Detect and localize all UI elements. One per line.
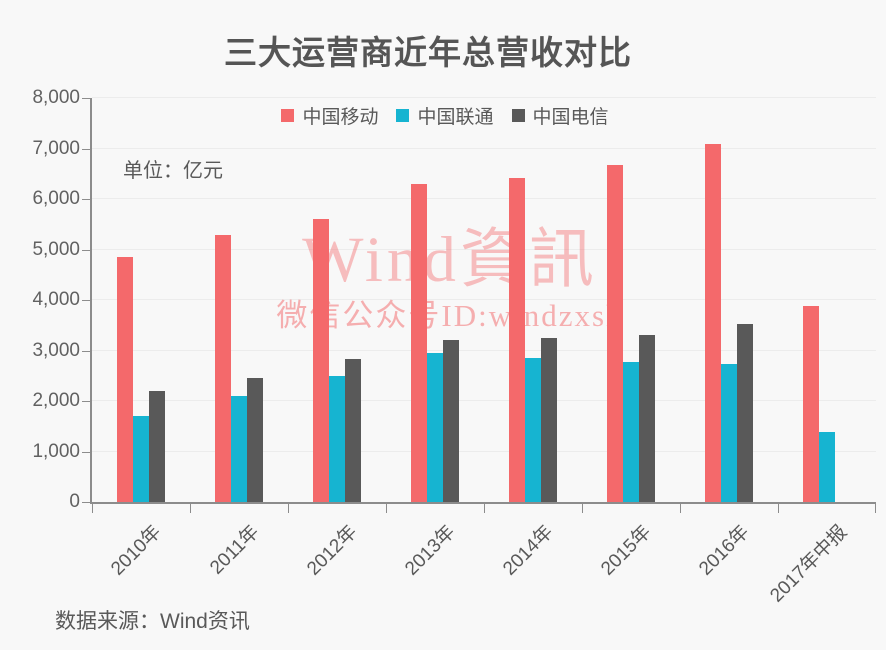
legend-label: 中国联通 bbox=[417, 107, 494, 128]
chart-title: 三大运营商近年总营收对比 bbox=[224, 34, 632, 71]
bar bbox=[721, 363, 737, 502]
y-axis-label: 7,000 bbox=[32, 137, 80, 159]
y-axis-tick bbox=[82, 249, 90, 251]
bar bbox=[411, 183, 427, 502]
bar bbox=[427, 353, 443, 502]
y-axis-label: 5,000 bbox=[32, 238, 80, 260]
y-axis-tick bbox=[82, 401, 90, 402]
x-axis-tick bbox=[288, 504, 289, 513]
x-axis-tick bbox=[875, 504, 876, 513]
gridline bbox=[92, 400, 876, 401]
bar bbox=[705, 144, 721, 502]
x-axis-tick bbox=[190, 504, 191, 513]
bar bbox=[541, 338, 557, 502]
legend-item: 中国移动 bbox=[281, 102, 378, 129]
y-axis-label: 6,000 bbox=[32, 188, 80, 209]
x-axis-tick bbox=[582, 504, 583, 513]
y-axis-tick bbox=[82, 300, 90, 301]
y-axis-tick bbox=[82, 502, 90, 503]
y-axis-tick bbox=[82, 148, 90, 150]
bar bbox=[215, 235, 231, 502]
x-axis-tick bbox=[680, 504, 681, 513]
bar bbox=[525, 358, 541, 502]
gridline bbox=[92, 299, 876, 300]
y-axis-tick bbox=[82, 350, 90, 352]
y-axis-label: 3,000 bbox=[32, 339, 80, 361]
legend-swatch-icon bbox=[281, 109, 295, 122]
x-axis-tick bbox=[484, 504, 485, 513]
bar bbox=[737, 324, 753, 502]
source-label: 数据来源：Wind资讯 bbox=[55, 610, 250, 633]
gridline bbox=[92, 248, 876, 250]
y-axis-label: 4,000 bbox=[32, 289, 80, 310]
gridline bbox=[92, 147, 876, 149]
x-axis-tick bbox=[386, 504, 387, 513]
x-axis-tick bbox=[778, 504, 779, 513]
legend: 中国移动 中国联通 中国电信 bbox=[0, 102, 886, 129]
legend-label: 中国移动 bbox=[302, 107, 379, 128]
plot-area bbox=[82, 97, 876, 513]
gridline bbox=[92, 450, 876, 452]
bar bbox=[623, 362, 639, 502]
bar bbox=[607, 164, 623, 502]
bar bbox=[509, 178, 525, 502]
bar bbox=[313, 219, 329, 502]
bar bbox=[345, 359, 361, 502]
y-axis-tick bbox=[82, 451, 90, 453]
gridline bbox=[92, 198, 876, 199]
bar bbox=[819, 432, 835, 502]
y-axis-tick bbox=[82, 98, 90, 99]
bar bbox=[231, 396, 247, 502]
y-axis-label: 8,000 bbox=[32, 87, 80, 108]
bar bbox=[443, 339, 459, 502]
bar bbox=[247, 378, 263, 502]
y-axis-label: 0 bbox=[69, 491, 80, 512]
legend-swatch-icon bbox=[511, 109, 525, 122]
unit-label: 单位：亿元 bbox=[123, 160, 223, 182]
y-axis-label: 1,000 bbox=[32, 440, 80, 462]
bar bbox=[133, 415, 149, 502]
bar bbox=[149, 391, 165, 502]
legend-item: 中国电信 bbox=[511, 102, 609, 129]
bar bbox=[639, 334, 655, 502]
gridline bbox=[92, 97, 876, 98]
legend-label: 中国电信 bbox=[532, 107, 609, 128]
legend-swatch-icon bbox=[396, 109, 410, 122]
x-axis-tick bbox=[92, 504, 93, 513]
legend-item: 中国联通 bbox=[396, 102, 494, 129]
gridline bbox=[92, 349, 876, 351]
bar bbox=[329, 376, 345, 502]
bar bbox=[117, 257, 133, 502]
y-axis-tick bbox=[82, 199, 90, 200]
y-axis-label: 2,000 bbox=[32, 390, 80, 411]
bar bbox=[803, 305, 819, 502]
